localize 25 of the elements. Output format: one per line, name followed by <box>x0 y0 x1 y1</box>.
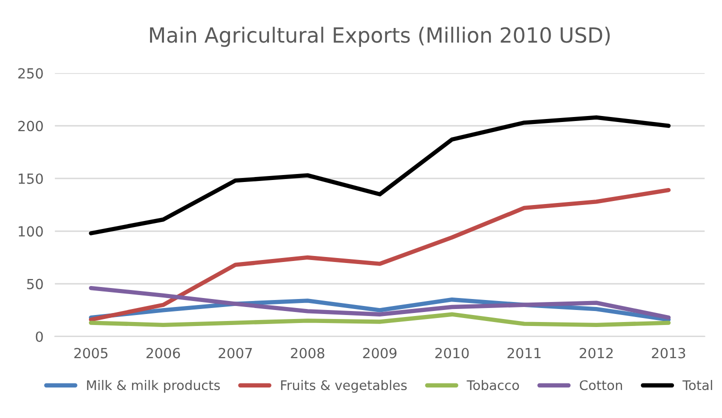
x-tick-label: 2009 <box>363 348 396 358</box>
line-series <box>88 115 671 236</box>
x-tick-label: 2008 <box>290 348 324 358</box>
x-tick-label: 2012 <box>580 348 613 358</box>
x-tick-label: 2005 <box>74 348 108 358</box>
line-series <box>88 188 671 322</box>
x-tick-label: 2011 <box>508 348 541 358</box>
y-tick-label: 100 <box>18 226 43 237</box>
legend-label: Total <box>682 380 712 390</box>
line-series <box>88 312 671 327</box>
chart-title: Main Agricultural Exports (Million 2010 USD) <box>150 26 610 47</box>
y-tick-label: 50 <box>27 278 43 290</box>
line-series <box>88 286 671 320</box>
x-tick-label: 2013 <box>652 348 686 358</box>
legend-label: Milk & milk products <box>87 380 220 393</box>
x-tick-label: 2010 <box>435 348 469 358</box>
x-tick-label: 2007 <box>218 348 252 358</box>
y-tick-label: 0 <box>36 331 43 342</box>
legend-label: Fruits & vegetables <box>281 380 407 393</box>
x-tick-label: 2006 <box>146 348 180 358</box>
y-tick-label: 150 <box>18 173 43 184</box>
y-tick-label: 250 <box>18 68 43 79</box>
y-tick-label: 200 <box>18 120 43 132</box>
legend-label: Tobacco <box>466 380 519 390</box>
legend-label: Cotton <box>580 380 622 390</box>
